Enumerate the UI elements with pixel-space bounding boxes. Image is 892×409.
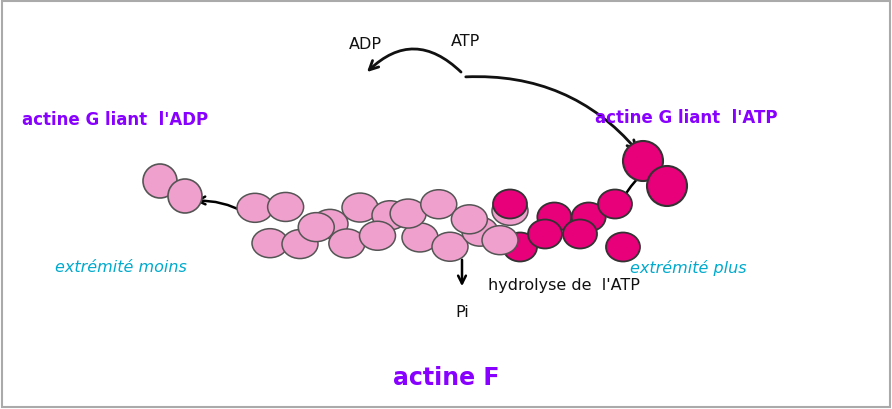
Circle shape (143, 164, 177, 198)
Ellipse shape (493, 190, 527, 219)
Text: hydrolyse de  l'ATP: hydrolyse de l'ATP (488, 278, 640, 293)
Ellipse shape (492, 197, 528, 226)
Ellipse shape (528, 220, 562, 249)
Circle shape (647, 166, 687, 207)
Text: actine G liant  l'ADP: actine G liant l'ADP (22, 111, 208, 129)
Ellipse shape (503, 233, 537, 262)
Ellipse shape (402, 223, 438, 252)
Ellipse shape (359, 222, 395, 251)
Ellipse shape (312, 210, 348, 239)
Ellipse shape (329, 229, 365, 258)
Ellipse shape (282, 230, 318, 259)
Ellipse shape (606, 233, 640, 262)
Ellipse shape (462, 218, 498, 247)
Circle shape (168, 180, 202, 213)
Ellipse shape (432, 233, 468, 262)
Ellipse shape (372, 201, 408, 230)
Text: extrémité plus: extrémité plus (630, 259, 747, 275)
Ellipse shape (537, 203, 572, 232)
Ellipse shape (598, 190, 632, 219)
Ellipse shape (252, 229, 288, 258)
Ellipse shape (268, 193, 303, 222)
Text: Pi: Pi (455, 304, 469, 319)
Ellipse shape (390, 200, 426, 229)
Ellipse shape (237, 194, 273, 223)
Text: ATP: ATP (450, 34, 480, 49)
Circle shape (623, 142, 663, 182)
Text: actine F: actine F (392, 365, 500, 389)
Ellipse shape (342, 193, 378, 222)
Ellipse shape (482, 226, 518, 255)
Text: actine G liant  l'ATP: actine G liant l'ATP (595, 109, 778, 127)
Text: extrémité moins: extrémité moins (55, 260, 187, 275)
Ellipse shape (572, 203, 606, 232)
Text: ADP: ADP (349, 37, 382, 52)
Ellipse shape (563, 220, 597, 249)
Ellipse shape (421, 190, 457, 219)
Ellipse shape (298, 213, 334, 242)
Ellipse shape (451, 205, 487, 234)
